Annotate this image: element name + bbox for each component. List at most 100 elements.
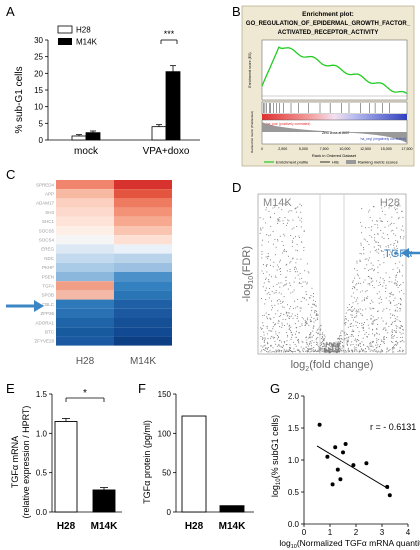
volcano-point <box>296 318 298 320</box>
volcano-point <box>344 351 346 353</box>
heatmap-cell-m14k-sh3 <box>114 207 172 217</box>
volcano-point <box>323 345 325 347</box>
volcano-point <box>309 335 311 337</box>
volcano-point <box>275 331 277 333</box>
volcano-xlabel: log2(fold change) <box>291 359 374 373</box>
volcano-point <box>313 350 315 352</box>
volcano-point <box>267 341 269 343</box>
volcano-point <box>359 291 361 293</box>
volcano-point <box>361 327 363 329</box>
heatmap-cell-h28-spred4 <box>56 180 114 190</box>
volcano-point <box>300 258 302 260</box>
heatmap-gene-label: PSEN <box>42 274 54 279</box>
volcano-point <box>396 247 398 250</box>
volcano-point <box>361 300 363 302</box>
volcano-point <box>372 206 374 208</box>
volcano-point <box>371 268 373 270</box>
volcano-point <box>373 308 375 310</box>
volcano-point <box>350 309 352 311</box>
volcano-point <box>264 303 266 305</box>
volcano-point <box>384 214 386 216</box>
volcano-point <box>396 212 398 214</box>
volcano-point <box>382 341 385 343</box>
volcano-point <box>291 350 293 352</box>
volcano-point <box>378 338 380 341</box>
volcano-point <box>365 308 367 310</box>
volcano-point <box>269 349 271 351</box>
volcano-point <box>315 339 317 341</box>
volcano-point <box>357 303 359 305</box>
volcano-point <box>341 341 344 344</box>
volcano-point <box>278 344 280 346</box>
volcano-point <box>338 350 340 352</box>
volcano-point <box>382 232 384 234</box>
volcano-point <box>278 292 280 294</box>
volcano-point <box>321 350 323 352</box>
volcano-point <box>394 331 396 333</box>
volcano-point <box>394 279 397 281</box>
volcano-point <box>381 350 384 352</box>
volcano-point <box>337 338 339 340</box>
volcano-point <box>398 302 400 304</box>
volcano-point <box>270 318 272 320</box>
volcano-point <box>325 347 327 349</box>
volcano-point <box>270 225 272 228</box>
volcano-point <box>260 345 262 347</box>
volcano-point <box>358 311 360 313</box>
volcano-point <box>292 291 294 293</box>
volcano-point <box>283 233 285 235</box>
volcano-point <box>288 329 290 331</box>
volcano-point <box>279 259 281 261</box>
panel-g-point <box>317 422 322 427</box>
volcano-point <box>397 271 399 274</box>
volcano-point <box>262 322 264 324</box>
volcano-point <box>359 322 361 325</box>
volcano-point <box>310 295 312 297</box>
volcano-point <box>279 300 281 302</box>
volcano-point <box>395 276 397 279</box>
volcano-point <box>312 327 314 329</box>
panel-g-y-tick-label: 1.0 <box>288 456 300 465</box>
volcano-point <box>346 341 349 343</box>
volcano-point <box>270 335 272 337</box>
volcano-points <box>259 203 405 354</box>
volcano-point <box>323 334 325 336</box>
volcano-point <box>261 251 263 253</box>
panel-e-bar-chart: TGFα mRNA (relative expression / HPRT) 0… <box>10 388 122 532</box>
volcano-point <box>369 345 371 347</box>
volcano-point <box>338 346 340 348</box>
volcano-point <box>283 350 285 352</box>
volcano-point <box>371 323 373 325</box>
volcano-point <box>383 238 385 240</box>
volcano-point <box>333 342 335 344</box>
volcano-point <box>320 345 322 347</box>
volcano-point <box>307 350 309 352</box>
volcano-point <box>336 352 338 354</box>
volcano-point <box>382 250 384 252</box>
volcano-point <box>265 222 267 224</box>
volcano-point <box>282 300 284 302</box>
volcano-point <box>301 324 303 326</box>
volcano-point <box>309 343 311 345</box>
volcano-point <box>312 296 314 298</box>
volcano-point <box>374 349 376 351</box>
volcano-point <box>369 343 371 345</box>
volcano-point <box>391 216 393 218</box>
volcano-point <box>305 321 307 323</box>
panel-g-y-tick-label: 2.0 <box>288 392 300 401</box>
volcano-point <box>383 308 385 310</box>
panel-e-ylabel-line2: (relative expression / HPRT) <box>21 406 31 519</box>
heatmap-cell-h28-socs4 <box>56 235 114 245</box>
volcano-point <box>296 225 298 228</box>
volcano-point <box>386 348 388 350</box>
volcano-point <box>358 282 360 284</box>
volcano-point <box>370 314 372 316</box>
volcano-point <box>359 252 361 254</box>
volcano-point <box>335 352 337 354</box>
volcano-point <box>264 338 266 340</box>
heatmap-cell-h28-zfyve28 <box>56 336 114 346</box>
volcano-point <box>335 345 337 347</box>
volcano-point <box>286 349 288 351</box>
volcano-point <box>272 243 274 245</box>
volcano-point <box>357 309 360 311</box>
